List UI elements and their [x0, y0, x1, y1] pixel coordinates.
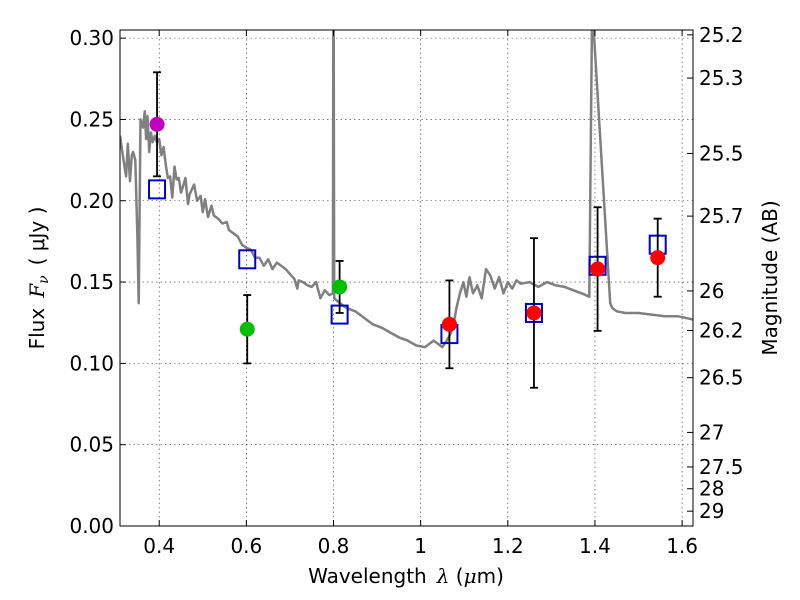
x-tick-label: 1.2: [492, 534, 524, 558]
x-axis-symbol: λ: [436, 564, 450, 588]
y-axis-title: Flux Fν ( μJy ): [25, 207, 52, 350]
x-tick-label: 0.8: [318, 534, 350, 558]
y-tick-label: 0.15: [69, 270, 114, 294]
y2-axis-title: Magnitude (AB): [758, 200, 782, 355]
y2-tick-label: 25.3: [699, 66, 744, 90]
observed-point: [149, 116, 165, 132]
y-tick-label: 0.20: [69, 189, 114, 213]
y2-tick-label: 26.5: [699, 366, 744, 390]
y2-tick-label: 27: [699, 420, 724, 444]
y-axis-subscript: ν: [36, 275, 52, 284]
plot-frame: [119, 29, 694, 527]
x-axis-unit-mu: μ: [464, 564, 477, 588]
x-axis-title: Wavelength λ (μm): [308, 564, 504, 588]
axis-ticks: 0.4 0.6 0.8 1 1.2 1.4 1.6 0.00 0.05 0.10 0.15 0.20 0…: [69, 23, 743, 558]
y2-tick-label: 26.2: [699, 318, 744, 342]
y-tick-label: 0.00: [69, 514, 114, 538]
y-axis-symbol: F: [25, 283, 49, 299]
y-tick-label: 0.05: [69, 433, 114, 457]
observed-point: [441, 316, 457, 332]
x-tick-label: 1: [414, 534, 427, 558]
y2-tick-label: 26: [699, 279, 724, 303]
x-tick-label: 0.6: [230, 534, 262, 558]
y-tick-label: 0.25: [69, 107, 114, 131]
y-tick-label: 0.30: [69, 26, 114, 50]
model-band-square: [148, 179, 167, 200]
x-axis-unit-open: (: [449, 564, 463, 588]
y-tick-label: 0.10: [69, 351, 114, 375]
x-axis-unit-close: m): [477, 564, 504, 588]
observed-point: [526, 305, 542, 321]
observed-points-layer: [149, 71, 666, 389]
observed-point: [332, 279, 348, 295]
y-axis-label: Flux: [25, 308, 49, 350]
x-tick-label: 1.4: [579, 534, 611, 558]
x-tick-label: 1.6: [666, 534, 698, 558]
observed-point: [590, 261, 606, 277]
model-sed-line: [120, 30, 693, 349]
y2-tick-label: 25.5: [699, 141, 744, 165]
observed-point: [239, 321, 255, 337]
y2-tick-label: 25.7: [699, 204, 744, 228]
observed-point: [650, 250, 666, 266]
model-band-square: [238, 249, 257, 270]
x-tick-label: 0.4: [143, 534, 175, 558]
y2-tick-label: 29: [699, 499, 724, 523]
y2-tick-label: 28: [699, 477, 724, 501]
y-axis-unit: ( μJy ): [25, 207, 49, 266]
model-sed-layer: [120, 30, 693, 349]
x-axis-label: Wavelength: [308, 564, 427, 588]
y2-tick-label: 27.5: [699, 455, 744, 479]
y2-tick-label: 25.2: [699, 23, 744, 47]
